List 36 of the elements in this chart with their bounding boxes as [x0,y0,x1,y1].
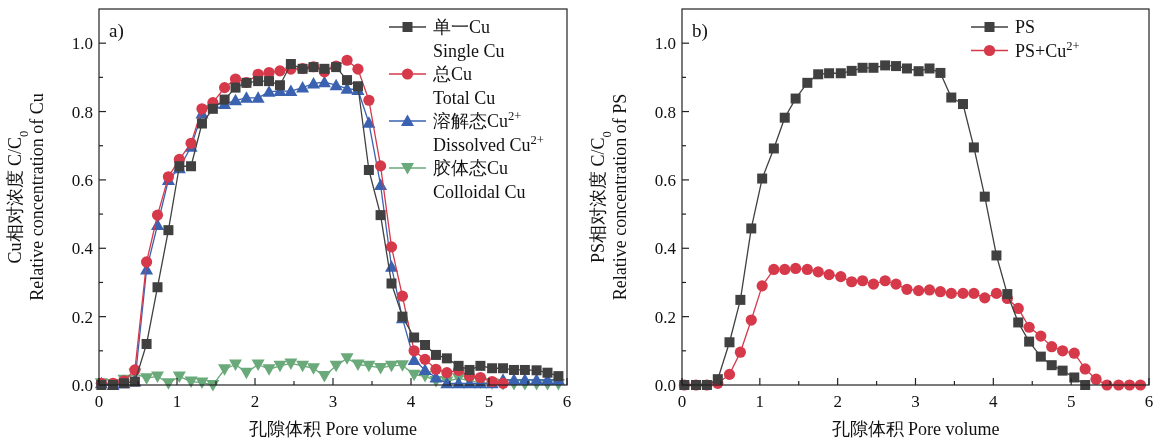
x-tick-label: 2 [250,392,260,411]
annotation: a) [109,20,124,42]
y-tick-label: 0.8 [71,102,93,122]
x-tick-label: 2 [833,392,842,411]
y-tick-label: 0.2 [654,307,676,327]
legend-label: 胶体态Cu Colloidal Cu [433,158,526,202]
y-tick-label: 0.2 [71,307,93,327]
y-tick-label: 0.6 [71,170,93,190]
x-tick-label: 0 [94,392,104,411]
x-tick-label: 4 [989,392,999,411]
x-tick-label: 5 [1066,392,1076,411]
y-tick-label: 0.4 [654,239,677,259]
x-tick-label: 3 [911,392,920,411]
y-tick-label: 1.0 [654,34,676,54]
legend-label: 溶解态Cu$^{2+}$ Dissolved Cu$^{2+}$ [433,109,544,155]
y-tick-label: 0.6 [654,170,676,190]
x-tick-label: 3 [328,392,338,411]
x-tick-label: 0 [677,392,687,411]
y-tick-label: 0.8 [654,102,676,122]
y-tick-label: 0.4 [71,239,94,259]
x-tick-label: 1 [172,392,182,411]
y-tick-label: 1.0 [71,34,93,54]
x-axis-title: 孔隙体积 Pore volume [831,419,1000,439]
legend-label: 单一Cu Single Cu [433,17,505,61]
x-tick-label: 6 [1144,392,1154,411]
y-tick-label: 0.0 [654,376,676,395]
y-tick-label: 0.0 [71,376,93,395]
legend-label: PS [1015,17,1036,37]
x-tick-label: 4 [406,392,416,411]
x-axis-title: 孔隙体积 Pore volume [249,419,417,439]
legend-label: 总Cu Total Cu [432,64,496,108]
x-tick-label: 6 [562,392,572,411]
legend-label: PS+Cu$^{2+}$ [1015,38,1080,61]
x-tick-label: 1 [755,392,765,411]
x-tick-label: 5 [484,392,494,411]
annotation: b) [692,20,708,42]
